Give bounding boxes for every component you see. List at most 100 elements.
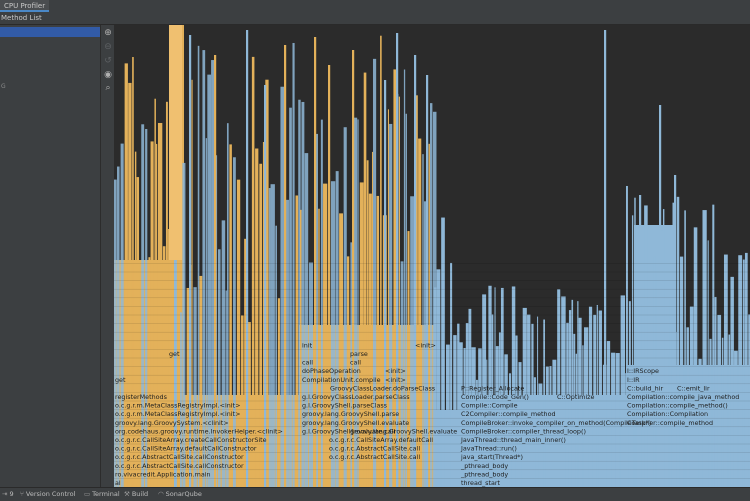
flame-frame[interactable]	[593, 314, 597, 487]
search-icon[interactable]: ⌕	[105, 83, 111, 93]
statusbar-item-sonarqube[interactable]: ◠ SonarQube	[158, 488, 202, 501]
flame-frame[interactable]	[552, 359, 557, 487]
flame-graph-canvas[interactable]: getgetregisterMethodso.c.g.r.m.MetaClass…	[114, 25, 750, 487]
flame-frame[interactable]	[476, 379, 478, 487]
flame-frame[interactable]	[295, 195, 299, 487]
flame-frame[interactable]	[631, 215, 634, 487]
flame-frame[interactable]	[639, 195, 642, 487]
flame-frame[interactable]	[494, 287, 496, 487]
flame-frame[interactable]	[165, 101, 168, 487]
flame-frame[interactable]	[482, 294, 487, 487]
flame-frame[interactable]	[371, 151, 373, 487]
flame-frame[interactable]	[214, 55, 217, 487]
flame-frame[interactable]	[728, 334, 731, 487]
flame-frame[interactable]	[247, 322, 251, 487]
flame-frame[interactable]	[221, 220, 226, 487]
flame-frame[interactable]	[428, 143, 430, 487]
flame-frame[interactable]	[634, 197, 636, 487]
flame-frame[interactable]	[434, 287, 437, 487]
flame-frame[interactable]	[197, 45, 200, 487]
flame-frame[interactable]	[357, 119, 359, 487]
flame-frame[interactable]	[653, 256, 656, 487]
flame-frame[interactable]	[265, 79, 269, 487]
flame-frame[interactable]	[566, 322, 569, 487]
flame-frame[interactable]	[182, 162, 186, 487]
flame-frame[interactable]	[405, 113, 407, 487]
flame-frame[interactable]	[446, 344, 450, 487]
flame-frame[interactable]	[139, 281, 141, 487]
flame-frame[interactable]	[292, 42, 295, 487]
flame-frame[interactable]	[500, 287, 504, 487]
flame-frame[interactable]	[320, 119, 323, 487]
flame-frame[interactable]	[346, 256, 350, 487]
flame-frame[interactable]	[674, 175, 677, 487]
flame-frame[interactable]	[304, 153, 309, 487]
flame-frame[interactable]	[744, 252, 748, 487]
flame-frame[interactable]	[376, 195, 380, 487]
flame-frame[interactable]	[366, 160, 369, 487]
flame-frame[interactable]	[575, 353, 578, 487]
flame-frame[interactable]	[430, 103, 433, 487]
flame-frame[interactable]	[491, 314, 494, 487]
flame-frame[interactable]	[584, 327, 589, 487]
statusbar-item-terminal[interactable]: ▭ Terminal	[84, 488, 120, 501]
flame-frame[interactable]	[384, 80, 387, 487]
flame-frame[interactable]	[557, 289, 561, 487]
flame-frame[interactable]	[134, 151, 137, 487]
flame-frame[interactable]	[463, 348, 466, 487]
flame-frame[interactable]	[636, 327, 641, 487]
flame-frame[interactable]	[236, 179, 241, 487]
flame-frame[interactable]	[207, 74, 212, 487]
flame-frame[interactable]	[191, 79, 193, 487]
flame-frame[interactable]	[545, 366, 549, 487]
flame-frame[interactable]	[712, 204, 715, 487]
flame-frame[interactable]	[241, 315, 244, 487]
flame-frame[interactable]	[659, 105, 662, 487]
flame-frame[interactable]	[186, 287, 190, 487]
flame-frame[interactable]	[393, 69, 397, 487]
flame-frame[interactable]	[672, 202, 675, 487]
flame-frame[interactable]	[335, 171, 339, 487]
flame-frame[interactable]	[275, 225, 278, 487]
flame-frame[interactable]	[225, 290, 227, 487]
flame-frame[interactable]	[717, 314, 722, 487]
flame-frame[interactable]	[702, 210, 707, 487]
flame-frame[interactable]	[662, 209, 665, 487]
flame-frame[interactable]	[709, 338, 712, 487]
flame-frame[interactable]	[189, 35, 192, 487]
flame-frame[interactable]	[660, 230, 663, 487]
flame-frame[interactable]	[353, 117, 358, 487]
zoom-out-icon[interactable]: ⊖	[104, 42, 112, 52]
flame-frame[interactable]	[270, 184, 275, 487]
flame-frame[interactable]	[171, 251, 176, 487]
flame-frame[interactable]	[498, 332, 501, 487]
flame-frame[interactable]	[561, 296, 566, 487]
flame-frame[interactable]	[486, 359, 488, 487]
flame-frame[interactable]	[328, 65, 331, 487]
flame-frame[interactable]	[669, 299, 672, 487]
flame-frame[interactable]	[150, 141, 154, 487]
flame-frame[interactable]	[157, 122, 163, 487]
eye-icon[interactable]: ◉	[104, 70, 112, 80]
flame-frame[interactable]	[573, 333, 576, 487]
flame-frame[interactable]	[168, 228, 170, 487]
flame-frame[interactable]	[656, 272, 660, 487]
flame-frame[interactable]	[730, 276, 734, 487]
flame-frame[interactable]	[380, 35, 382, 487]
flame-frame[interactable]	[538, 383, 543, 487]
flame-frame[interactable]	[611, 352, 616, 487]
flame-frame[interactable]	[232, 157, 236, 487]
flame-frame[interactable]	[478, 348, 482, 487]
flame-frame[interactable]	[372, 58, 377, 487]
flame-frame[interactable]	[511, 286, 516, 487]
flame-frame[interactable]	[450, 262, 453, 487]
flame-frame[interactable]	[676, 196, 680, 487]
flame-frame[interactable]	[136, 177, 140, 487]
flame-frame[interactable]	[264, 85, 267, 487]
flame-frame[interactable]	[508, 373, 512, 487]
flame-frame[interactable]	[120, 143, 124, 487]
flame-frame[interactable]	[714, 296, 717, 487]
flame-frame[interactable]	[229, 144, 232, 487]
flame-frame[interactable]	[148, 257, 151, 487]
flame-frame[interactable]	[177, 149, 180, 487]
